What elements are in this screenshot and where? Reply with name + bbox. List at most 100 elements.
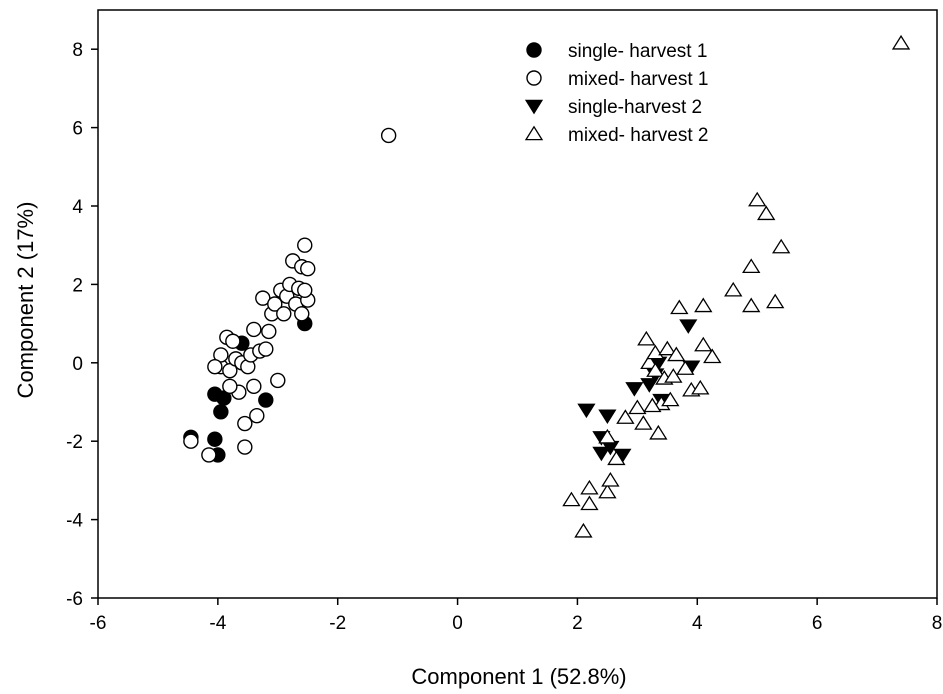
data-point [276,306,292,322]
legend-marker [524,125,544,141]
data-point [580,495,599,511]
y-tick-label: 2 [72,275,83,296]
data-point [703,348,722,364]
y-tick-label: 8 [72,40,83,61]
data-point [724,281,743,297]
data-point [207,431,223,447]
plot-border [97,9,938,599]
data-point [601,471,620,487]
data-point [225,333,241,349]
data-point [213,404,229,420]
data-point [598,409,617,425]
x-tick-label: -4 [209,613,226,634]
data-point [258,341,274,357]
data-point [246,378,262,395]
legend-label: single-harvest 2 [568,97,702,118]
data-point [270,372,286,389]
x-tick-label: 6 [812,613,823,634]
data-point [748,191,767,207]
data-point [646,362,665,377]
data-point [772,238,791,254]
data-point [694,336,713,352]
x-axis-title: Component 1 (52.8%) [411,664,626,689]
y-axis-title: Component 2 (17%) [13,202,38,399]
data-point [664,368,683,383]
data-point [742,258,761,274]
y-tick-label: -2 [66,432,83,453]
x-tick-label: 8 [932,613,943,634]
x-tick-label: -2 [329,613,346,634]
data-point [625,382,644,397]
data-point [640,378,659,393]
legend-marker [524,99,544,115]
data-point [691,379,710,395]
data-point [661,391,680,407]
plot-frame [97,9,938,599]
data-point [562,491,581,507]
legend-label: mixed- harvest 2 [568,125,708,146]
data-point [742,297,761,313]
data-point [637,330,656,346]
data-point [757,205,776,221]
data-point [294,306,310,322]
series-3 [577,319,701,464]
y-tick-label: -6 [66,589,83,610]
legend-item: mixed- harvest 1 [526,69,708,90]
data-point [646,344,665,360]
data-point [598,483,617,499]
data-point [255,290,271,306]
data-point [577,403,596,419]
data-point [297,282,313,298]
x-axis-ticks: -6 -4 -2 0 2 4 6 8 [90,598,943,634]
data-point [267,296,283,312]
data-point [694,297,713,313]
legend-item: single-harvest 2 [524,97,702,118]
data-point [297,237,313,253]
data-point [237,439,253,455]
data-point [300,261,316,277]
data-point [891,34,911,50]
data-point [249,408,265,424]
data-point [616,409,635,424]
legend-marker [526,70,542,86]
data-point [679,319,698,334]
legend-item: single- harvest 1 [526,41,707,62]
data-point [258,392,274,408]
data-point [667,346,686,362]
data-point [634,415,653,430]
data-point [658,340,677,356]
data-point [628,399,647,415]
legend: single- harvest 1 mixed- harvest 1 single-… [524,41,708,146]
data-point [201,447,217,463]
data-point [649,424,668,440]
data-point [670,299,689,315]
data-point [580,479,599,495]
data-point [246,321,262,338]
x-tick-label: 2 [572,613,583,634]
data-point [598,428,617,444]
data-point [183,433,199,449]
legend-item: mixed- harvest 2 [524,125,708,146]
x-tick-label: 0 [452,613,463,634]
data-point [766,293,785,309]
data-point [643,397,662,413]
data-point [207,359,223,375]
data-point [607,450,626,466]
data-point [380,127,397,144]
series-2 [183,127,397,463]
y-tick-label: 6 [72,119,83,140]
x-tick-label: 4 [692,613,703,634]
legend-label: mixed- harvest 1 [568,69,708,90]
data-point [676,360,695,375]
y-tick-label: 4 [72,197,83,218]
data-point [222,378,238,395]
data-point [261,323,277,340]
data-point [592,446,611,462]
y-tick-label: -4 [66,511,83,532]
y-axis-ticks: -6 -4 -2 0 2 4 6 8 [66,40,98,610]
data-point [237,415,253,432]
legend-marker [526,42,542,58]
data-point [640,354,659,370]
series-4 [562,34,911,538]
